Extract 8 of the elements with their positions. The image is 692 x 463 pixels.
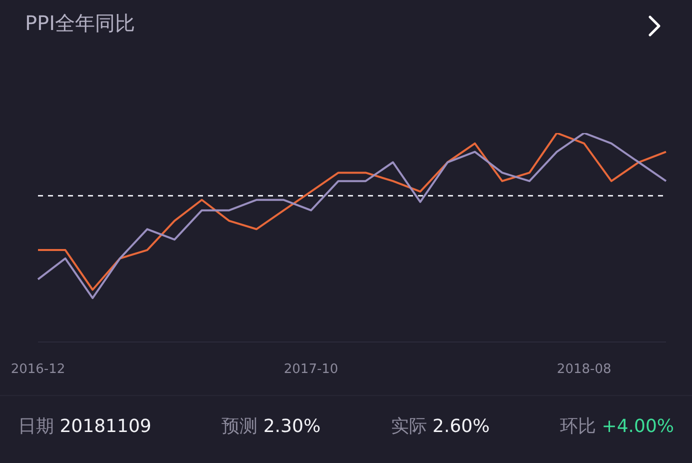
text: 实际 2.60% — [390, 416, 490, 437]
text: 环比 +4.00% — [560, 416, 674, 437]
text: 预测 2.30% — [222, 416, 321, 437]
x-tick-label: 2018-08 — [556, 362, 612, 378]
text: 日期 20181109 — [18, 416, 152, 437]
x-tick-label: 2017-10 — [284, 362, 338, 378]
chart-title: PPI全年同比 — [25, 10, 136, 37]
x-tick-label: 2016-12 — [10, 362, 66, 378]
